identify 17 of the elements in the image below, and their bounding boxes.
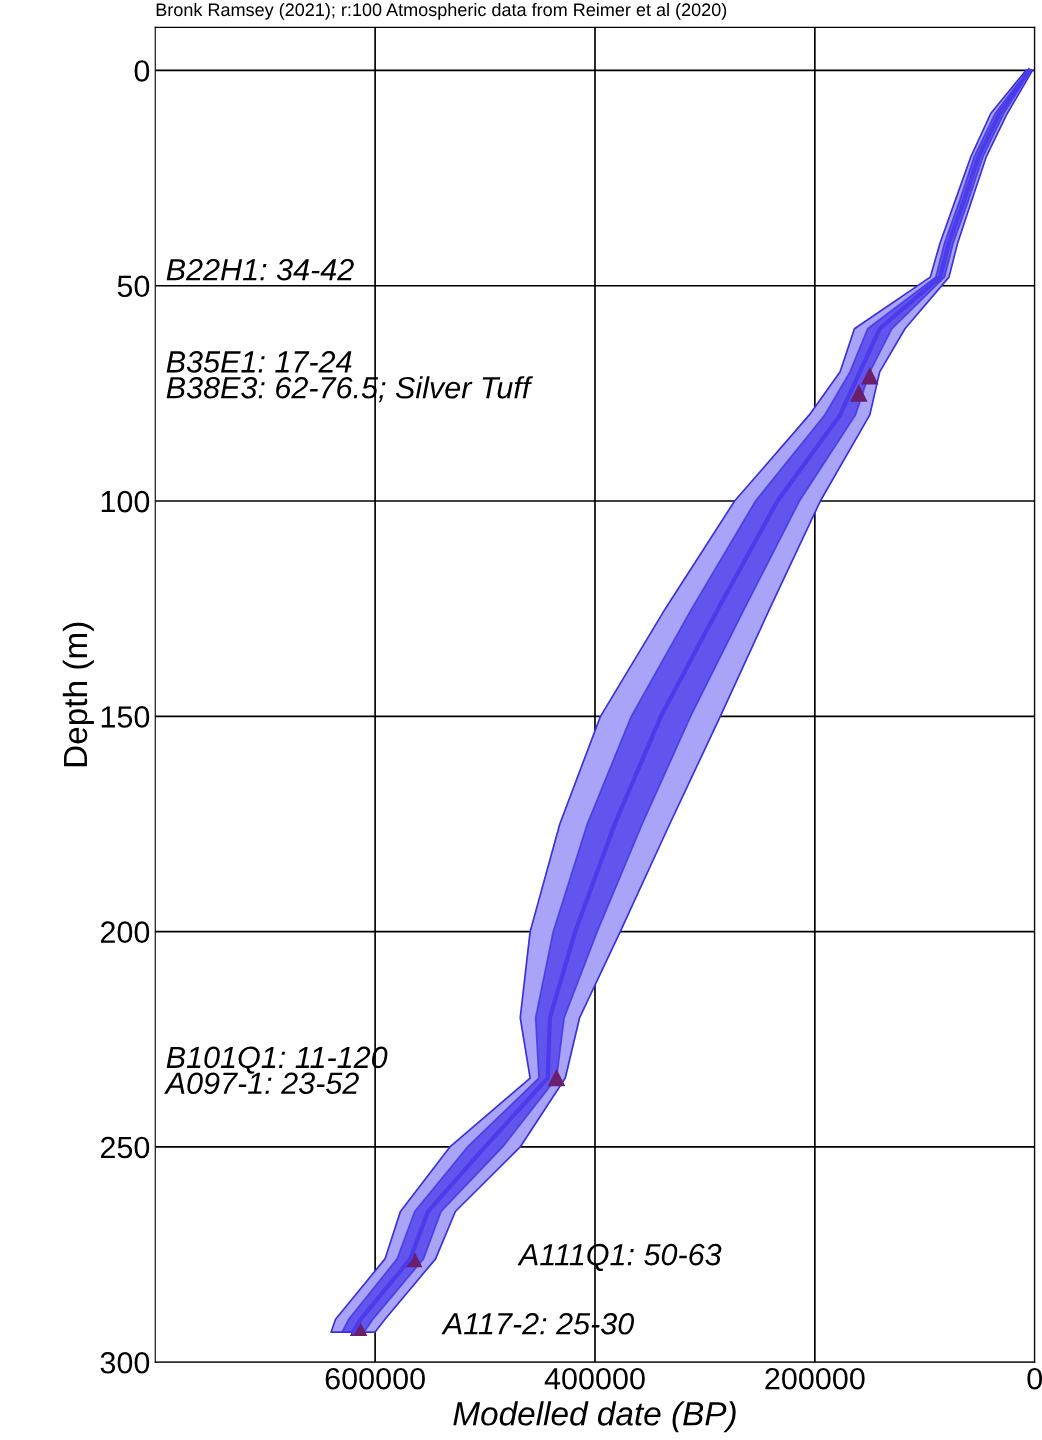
annotation: B22H1: 34-42 <box>166 258 354 281</box>
y-axis-title: Depth (m) <box>62 622 94 767</box>
y-tick-label: 150 <box>101 706 150 728</box>
x-tick-label: 400000 <box>544 1367 645 1390</box>
text: Bronk Ramsey (2021); r:100 Atmospheric data from Reimer et al (2020) <box>156 2 727 20</box>
x-tick-label: 600000 <box>325 1367 425 1390</box>
x-tick-label: 200000 <box>765 1367 865 1390</box>
y-tick-label: 200 <box>100 921 150 944</box>
y-tick-label: 100 <box>101 490 150 513</box>
y-tick-label: 250 <box>100 1136 150 1159</box>
y-tick-label: 300 <box>100 1351 150 1374</box>
y-tick-label: 0 <box>134 60 150 82</box>
y-tick-label: 50 <box>117 275 150 298</box>
x-axis-title: Modelled date (BP) <box>453 1401 736 1433</box>
annotation: A097-1: 23-52 <box>164 1072 359 1095</box>
annotation: B35E1: 17-24 <box>166 351 352 373</box>
x-tick-label: 0 <box>1027 1367 1042 1390</box>
